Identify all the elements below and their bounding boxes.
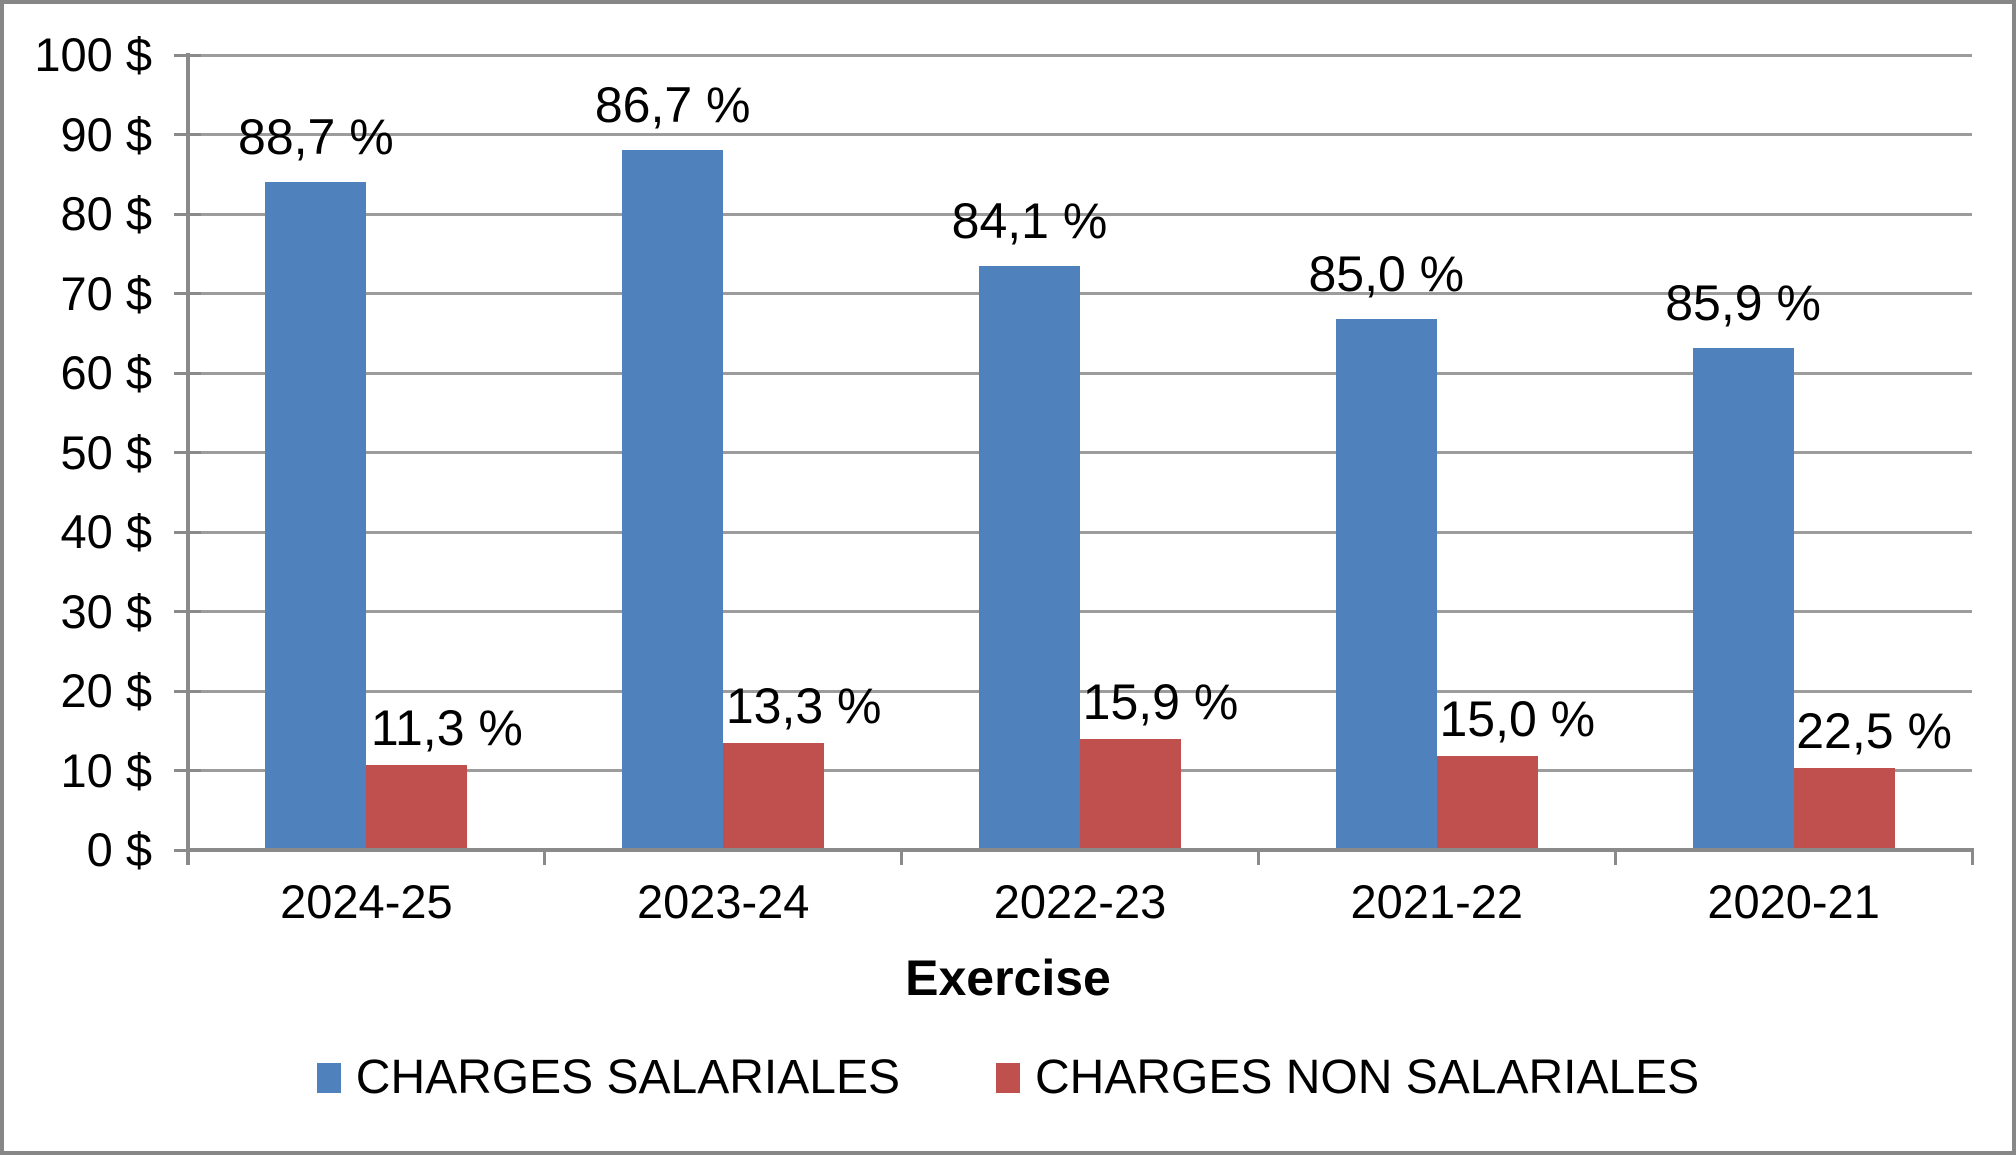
data-label-salariales-2021-22: 85,0 %: [1308, 245, 1465, 302]
x-axis-tick: [543, 850, 547, 865]
gridline: [188, 689, 1972, 693]
x-axis-category-label: 2023-24: [636, 875, 810, 928]
legend-label-salariales: CHARGES SALARIALES: [355, 1051, 900, 1104]
y-axis-tick-label: 10 $: [60, 743, 152, 797]
y-axis-tick-label: 90 $: [60, 107, 152, 161]
data-label-salariales-2023-24: 86,7 %: [594, 77, 751, 134]
y-axis-line: [186, 53, 190, 865]
y-axis-tick-label: 50 $: [60, 425, 152, 479]
data-label-non-salariales-2020-21: 22,5 %: [1796, 703, 1952, 760]
data-label-non-salariales-2021-22: 15,0 %: [1439, 691, 1596, 748]
bar-non-salariales-2020-21: [1793, 768, 1895, 850]
x-axis-line: [186, 848, 1974, 852]
x-axis-tick: [900, 850, 904, 865]
bar-salariales-2024-25: [265, 182, 367, 850]
bar-non-salariales-2024-25: [366, 764, 468, 850]
gridline: [188, 292, 1972, 295]
bar-non-salariales-2022-23: [1080, 739, 1181, 850]
gridline: [188, 53, 1972, 57]
legend-swatch-non-salariales-icon: [996, 1063, 1020, 1093]
gridline: [188, 530, 1972, 534]
gridline: [188, 371, 1972, 375]
y-axis-tick-label: 40 $: [60, 505, 152, 558]
legend-item-charges-non-salariales: CHARGES NON SALARIALES: [996, 1052, 1699, 1104]
gridline: [188, 212, 1972, 216]
legend: CHARGES SALARIALES CHARGES NON SALARIALE…: [4, 1052, 2012, 1104]
x-axis-category-label: 2021-22: [1350, 875, 1524, 928]
x-axis-tick: [1613, 850, 1617, 865]
y-axis-tick-label: 0 $: [86, 823, 152, 876]
data-label-salariales-2020-21: 85,9 %: [1665, 274, 1821, 331]
bar-salariales-2023-24: [622, 150, 724, 850]
gridline: [188, 610, 1972, 613]
data-label-non-salariales-2024-25: 11,3 %: [370, 699, 523, 756]
bar-salariales-2021-22: [1335, 318, 1437, 850]
x-axis-tick: [1970, 850, 1974, 865]
y-axis-tick-label: 60 $: [60, 346, 152, 399]
y-axis-tick-label: 30 $: [60, 584, 152, 638]
data-label-non-salariales-2023-24: 13,3 %: [725, 677, 882, 734]
x-axis-title: Exercise: [905, 950, 1111, 1006]
legend-label-non-salariales: CHARGES NON SALARIALES: [1035, 1051, 1700, 1104]
legend-item-charges-salariales: CHARGES SALARIALES: [316, 1051, 900, 1104]
bar-salariales-2020-21: [1692, 347, 1794, 850]
x-axis-category-label: 2022-23: [993, 875, 1167, 928]
y-axis-tick-label: 70 $: [60, 266, 152, 320]
data-label-salariales-2022-23: 84,1 %: [951, 192, 1108, 249]
x-axis-tick: [1256, 850, 1260, 865]
gridline: [188, 451, 1972, 454]
data-label-non-salariales-2022-23: 15,9 %: [1082, 674, 1239, 731]
y-axis-tick-label: 80 $: [60, 187, 152, 240]
y-axis-tick-label: 100 $: [34, 28, 152, 81]
gridline: [188, 133, 1972, 136]
legend-swatch-salariales-icon: [316, 1063, 341, 1093]
y-axis-tick-label: 20 $: [60, 664, 152, 717]
x-axis-category-label: 2024-25: [280, 875, 453, 928]
bar-non-salariales-2021-22: [1436, 756, 1538, 850]
bar-salariales-2022-23: [979, 265, 1080, 850]
x-axis-category-label: 2020-21: [1707, 875, 1880, 928]
data-label-salariales-2024-25: 88,7 %: [238, 109, 394, 166]
bar-non-salariales-2023-24: [723, 742, 825, 850]
